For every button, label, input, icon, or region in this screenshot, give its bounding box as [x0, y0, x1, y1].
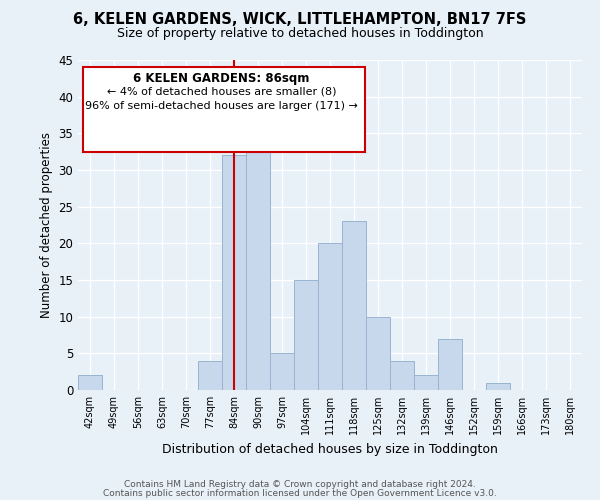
Bar — [270, 354, 294, 390]
FancyBboxPatch shape — [83, 66, 365, 152]
Bar — [342, 222, 366, 390]
Bar — [246, 140, 270, 390]
Bar — [366, 316, 390, 390]
Text: 96% of semi-detached houses are larger (171) →: 96% of semi-detached houses are larger (… — [85, 101, 358, 112]
Bar — [318, 244, 342, 390]
X-axis label: Distribution of detached houses by size in Toddington: Distribution of detached houses by size … — [162, 442, 498, 456]
Text: Contains HM Land Registry data © Crown copyright and database right 2024.: Contains HM Land Registry data © Crown c… — [124, 480, 476, 489]
Bar — [486, 382, 510, 390]
Bar — [294, 280, 318, 390]
Bar — [438, 338, 462, 390]
Text: 6, KELEN GARDENS, WICK, LITTLEHAMPTON, BN17 7FS: 6, KELEN GARDENS, WICK, LITTLEHAMPTON, B… — [73, 12, 527, 28]
Bar — [222, 156, 246, 390]
Bar — [78, 376, 102, 390]
Text: 6 KELEN GARDENS: 86sqm: 6 KELEN GARDENS: 86sqm — [133, 72, 310, 85]
Text: Contains public sector information licensed under the Open Government Licence v3: Contains public sector information licen… — [103, 488, 497, 498]
Text: ← 4% of detached houses are smaller (8): ← 4% of detached houses are smaller (8) — [107, 86, 337, 97]
Bar — [198, 360, 222, 390]
Y-axis label: Number of detached properties: Number of detached properties — [40, 132, 53, 318]
Bar — [390, 360, 414, 390]
Bar — [414, 376, 438, 390]
Text: Size of property relative to detached houses in Toddington: Size of property relative to detached ho… — [116, 28, 484, 40]
